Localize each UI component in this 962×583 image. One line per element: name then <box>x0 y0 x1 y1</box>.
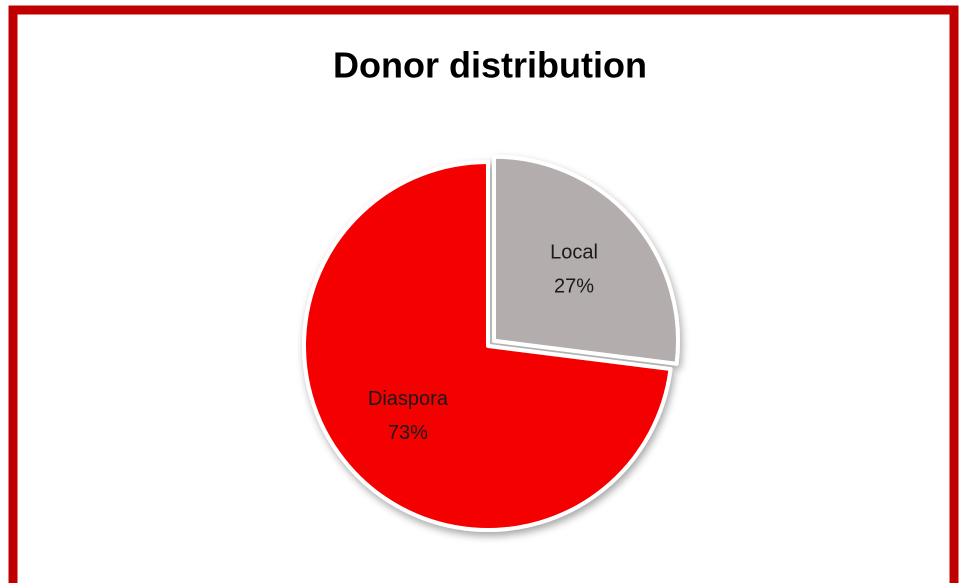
slice-value-label: 73% <box>388 422 428 444</box>
slice-label: Diaspora <box>368 388 449 410</box>
slice-value-label: 27% <box>554 275 594 297</box>
frame <box>8 5 959 583</box>
slice-label: Local <box>550 241 598 263</box>
pie-slice <box>302 160 673 532</box>
chart-title: Donor distribution <box>333 45 647 86</box>
pie <box>302 154 680 532</box>
pie-slice <box>492 154 680 366</box>
